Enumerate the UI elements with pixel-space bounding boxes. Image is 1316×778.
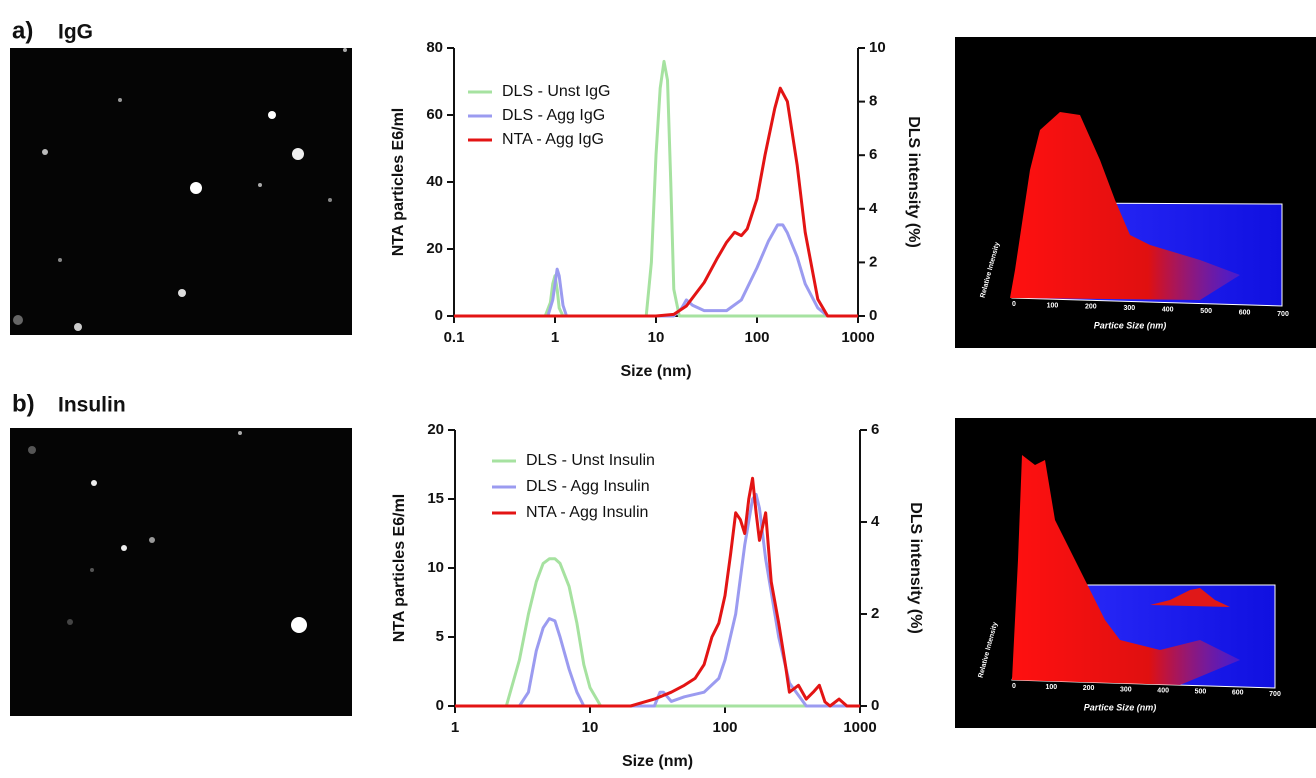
y-tick-label: 80 bbox=[426, 39, 443, 56]
x-tick-label-3d: 600 bbox=[1232, 690, 1244, 697]
x-tick-label-3d: 200 bbox=[1083, 685, 1095, 692]
legend-label: DLS - Agg IgG bbox=[502, 107, 605, 124]
y2-tick-label: 4 bbox=[871, 513, 880, 530]
legend-label: NTA - Agg IgG bbox=[502, 131, 604, 148]
x-tick-label-3d: 0 bbox=[1012, 301, 1016, 308]
x-tick-label: 1 bbox=[451, 719, 459, 736]
plot-3d bbox=[955, 418, 1316, 728]
x-axis-label: Size (nm) bbox=[622, 753, 693, 770]
x-tick-label-3d: 200 bbox=[1085, 304, 1097, 311]
y2-tick-label: 0 bbox=[869, 307, 877, 324]
y-tick-label: 15 bbox=[427, 490, 444, 507]
y2-tick-label: 8 bbox=[869, 93, 877, 110]
x-axis-label-3d: Partice Size (nm) bbox=[1094, 320, 1167, 330]
x-tick-label-3d: 300 bbox=[1120, 686, 1132, 693]
x-tick-label-3d: 100 bbox=[1047, 302, 1059, 309]
x-axis-label-3d: Partice Size (nm) bbox=[1084, 702, 1157, 712]
series-line bbox=[454, 86, 858, 318]
y-tick-label: 5 bbox=[436, 628, 444, 645]
y2-axis-label: DLS intensity (%) bbox=[905, 116, 922, 248]
y2-tick-label: 2 bbox=[871, 605, 879, 622]
x-tick-label: 100 bbox=[712, 719, 737, 736]
legend-label: DLS - Unst IgG bbox=[502, 83, 610, 100]
panel-label: a) bbox=[12, 17, 33, 44]
y-axis-label: NTA particles E6/ml bbox=[391, 494, 408, 643]
y2-tick-label: 6 bbox=[871, 421, 879, 438]
y-tick-label: 20 bbox=[426, 240, 443, 257]
y2-tick-label: 4 bbox=[869, 200, 878, 217]
legend-label: DLS - Agg Insulin bbox=[526, 478, 650, 495]
series-line bbox=[455, 476, 860, 708]
panel-title: Insulin bbox=[58, 394, 126, 417]
x-tick-label-3d: 0 bbox=[1012, 683, 1016, 690]
panel-title: IgG bbox=[58, 21, 93, 44]
x-tick-label-3d: 500 bbox=[1200, 308, 1212, 315]
legend-label: NTA - Agg Insulin bbox=[526, 504, 648, 521]
x-tick-label-3d: 400 bbox=[1162, 307, 1174, 314]
y-tick-label: 0 bbox=[436, 697, 444, 714]
x-tick-label: 10 bbox=[648, 329, 665, 346]
series-line bbox=[455, 492, 860, 708]
y-tick-label: 0 bbox=[435, 307, 443, 324]
x-tick-label-3d: 600 bbox=[1239, 309, 1251, 316]
series-line bbox=[455, 557, 860, 708]
y-tick-label: 40 bbox=[426, 173, 443, 190]
x-tick-label-3d: 300 bbox=[1123, 305, 1135, 312]
x-tick-label-3d: 700 bbox=[1277, 311, 1289, 318]
y2-tick-label: 0 bbox=[871, 697, 879, 714]
x-tick-label: 10 bbox=[582, 719, 599, 736]
x-tick-label-3d: 700 bbox=[1269, 691, 1281, 698]
micrograph bbox=[10, 48, 352, 335]
x-tick-label: 0.1 bbox=[444, 329, 465, 346]
x-tick-label: 1000 bbox=[841, 329, 874, 346]
x-tick-label-3d: 100 bbox=[1045, 684, 1057, 691]
y-tick-label: 10 bbox=[427, 559, 444, 576]
legend-label: DLS - Unst Insulin bbox=[526, 452, 655, 469]
x-tick-label-3d: 500 bbox=[1195, 689, 1207, 696]
y2-axis-label: DLS intensity (%) bbox=[907, 502, 924, 634]
series-line bbox=[454, 59, 858, 318]
y-tick-label: 20 bbox=[427, 421, 444, 438]
x-tick-label: 100 bbox=[744, 329, 769, 346]
series-line bbox=[454, 223, 858, 318]
y2-tick-label: 2 bbox=[869, 253, 877, 270]
x-tick-label: 1000 bbox=[843, 719, 876, 736]
micrograph bbox=[10, 428, 352, 716]
x-tick-label: 1 bbox=[551, 329, 559, 346]
plot-3d bbox=[955, 37, 1316, 348]
x-tick-label-3d: 400 bbox=[1157, 687, 1169, 694]
panel-label: b) bbox=[12, 390, 35, 417]
x-axis-label: Size (nm) bbox=[620, 363, 691, 380]
y-tick-label: 60 bbox=[426, 106, 443, 123]
y2-tick-label: 10 bbox=[869, 39, 886, 56]
y2-tick-label: 6 bbox=[869, 146, 877, 163]
y-axis-label: NTA particles E6/ml bbox=[390, 108, 407, 257]
